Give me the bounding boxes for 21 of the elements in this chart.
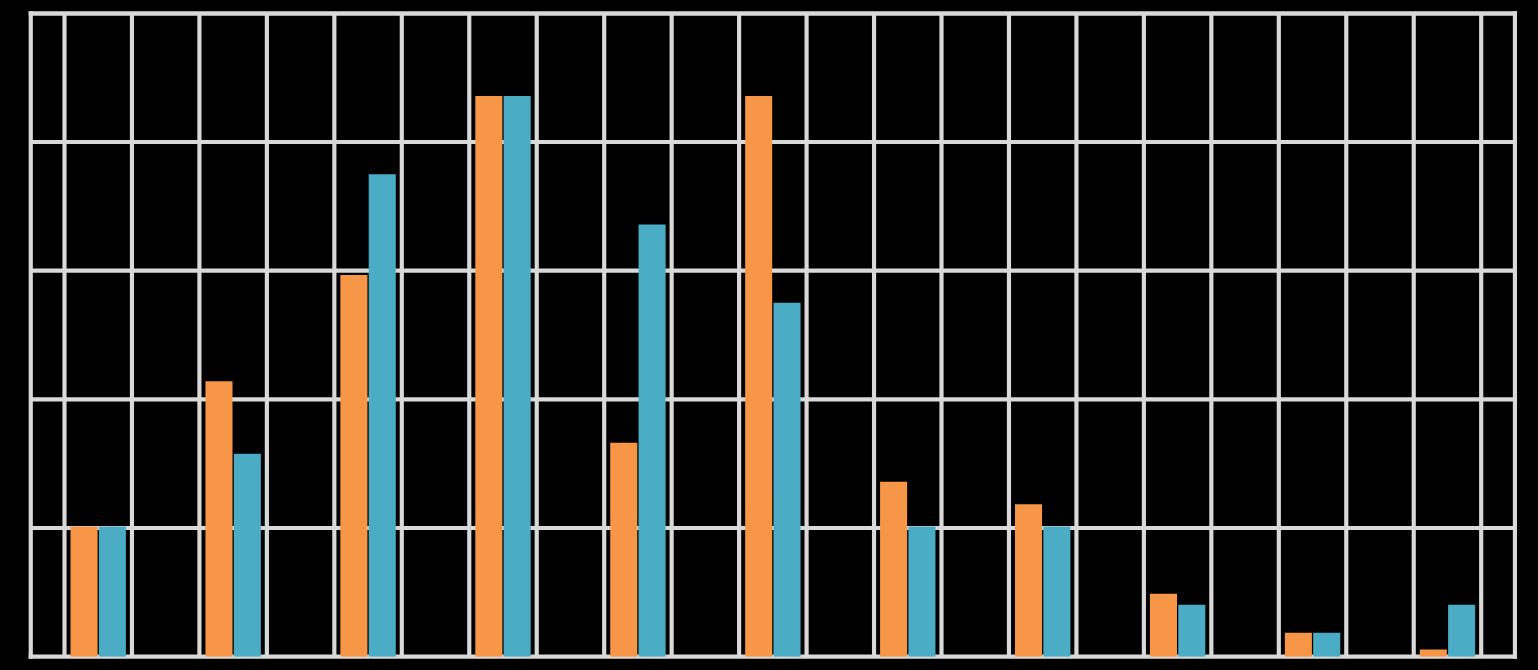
bar — [1313, 632, 1341, 657]
bar — [98, 526, 126, 657]
bar — [880, 481, 908, 657]
bar — [70, 526, 98, 657]
bar — [475, 95, 503, 657]
bar — [638, 224, 666, 657]
bar — [1014, 504, 1043, 657]
bar — [773, 302, 801, 657]
bar — [1448, 604, 1476, 657]
bar — [340, 274, 368, 657]
bar — [233, 453, 261, 657]
bar — [503, 95, 531, 657]
bar — [1178, 604, 1206, 657]
bar — [1149, 593, 1177, 657]
bar — [205, 381, 233, 657]
bar — [1043, 526, 1071, 657]
bar — [745, 95, 773, 657]
bar — [610, 442, 638, 657]
bar — [908, 526, 936, 657]
bar — [368, 174, 396, 657]
bar — [1284, 632, 1312, 657]
